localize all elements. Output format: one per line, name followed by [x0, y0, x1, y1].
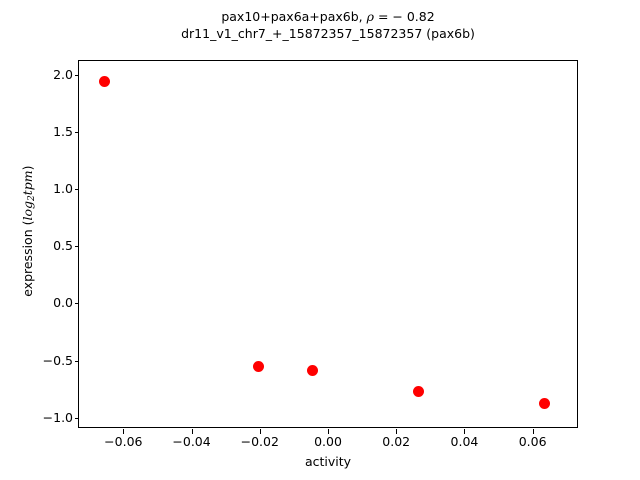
y-axis-tick: [74, 131, 79, 133]
y-axis-label-prefix: expression (: [19, 220, 35, 297]
x-axis-tick: [191, 429, 193, 434]
x-axis-tick: [464, 429, 466, 434]
scatter-point: [539, 398, 551, 410]
x-axis-tick-label: 0.02: [382, 434, 411, 449]
title-rho-value: = − 0.82: [373, 9, 435, 24]
chart-title-line-1: pax10+pax6a+pax6b, ρ = − 0.82: [78, 8, 578, 25]
y-axis-tick: [74, 417, 79, 419]
x-axis-tick-label: −0.06: [104, 434, 143, 449]
y-axis-tick-label: 1.5: [53, 123, 73, 139]
x-axis-tick: [123, 429, 125, 434]
y-axis-label-log: log: [19, 200, 35, 221]
chart-title: pax10+pax6a+pax6b, ρ = − 0.82 dr11_v1_ch…: [78, 8, 578, 42]
y-axis-tick-label: 0.0: [53, 295, 73, 311]
y-axis-tick-label: 1.0: [53, 181, 73, 197]
x-axis-tick-label: −0.02: [240, 434, 279, 449]
x-axis-tick-label: −0.04: [172, 434, 211, 449]
y-axis-tick: [74, 189, 79, 191]
y-axis-tick-label: 2.0: [53, 66, 73, 82]
y-axis-tick: [74, 303, 79, 305]
scatter-point: [307, 365, 319, 377]
y-axis-tick: [74, 74, 79, 76]
x-axis-tick: [259, 429, 261, 434]
y-axis-tick: [74, 360, 79, 362]
y-axis-label-subscript: 2: [27, 195, 38, 201]
y-axis-label-tpm: tpm: [19, 170, 35, 196]
y-axis-label-suffix: ): [19, 165, 35, 171]
y-axis-tick-label: −0.5: [42, 352, 73, 368]
scatter-point: [99, 76, 111, 88]
title-prefix: pax10+pax6a+pax6b,: [221, 9, 367, 24]
y-axis-tick: [74, 246, 79, 248]
y-axis-tick-label: 0.5: [53, 238, 73, 254]
x-axis-tick-label: 0.04: [450, 434, 479, 449]
x-axis-tick-label: 0.00: [314, 434, 342, 449]
x-axis-tick: [532, 429, 534, 434]
x-axis-tick: [328, 429, 329, 434]
x-axis-label: activity: [304, 454, 352, 469]
title-rho-symbol: ρ: [366, 9, 374, 24]
chart-title-line-2: dr11_v1_chr7_+_15872357_15872357 (pax6b): [181, 26, 475, 41]
x-axis-tick-label: 0.06: [518, 434, 547, 449]
x-axis-tick: [396, 429, 398, 434]
scatter-point: [252, 360, 264, 372]
scatter-point: [412, 386, 424, 398]
y-axis-label: expression (log2tpm): [19, 31, 39, 431]
plot-axes-area: −1.0 −0.5 0.0 0.5 1.0 1.5 2.0 −0.06 −0.04 −0.02 0.…: [43, 60, 578, 448]
y-axis-tick-label: −1.0: [42, 409, 73, 425]
